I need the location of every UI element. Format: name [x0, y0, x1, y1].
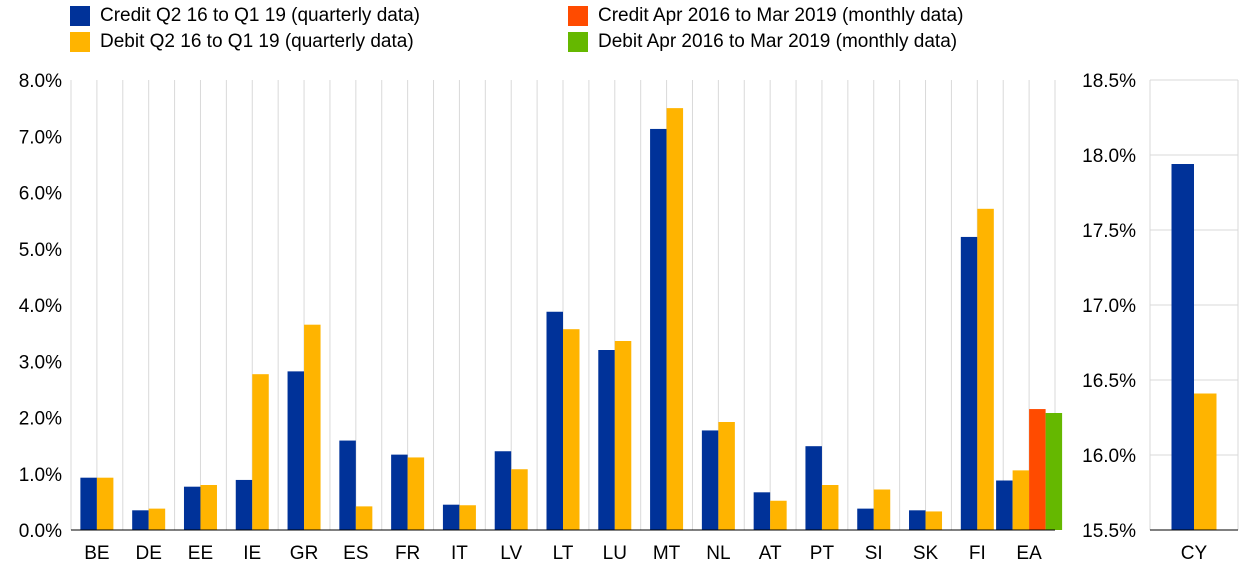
x-tick-label: EE	[188, 543, 213, 564]
legend-swatch	[70, 6, 90, 26]
bar-lv-series-1	[511, 469, 528, 530]
x-tick-label: IE	[243, 543, 261, 564]
legend-label: Credit Q2 16 to Q1 19 (quarterly data)	[100, 5, 420, 26]
x-tick-label: LV	[500, 543, 522, 564]
bar-lu-series-1	[614, 341, 632, 530]
bar-lt-series-0	[546, 311, 563, 530]
bar-gr-series-1	[304, 324, 321, 530]
y-tick-label: 1.0%	[19, 465, 62, 486]
y-tick-label: 4.0%	[19, 296, 62, 317]
bar-de-series-0	[132, 510, 149, 530]
bar-mt-series-0	[650, 128, 667, 530]
x-tick-label: BE	[84, 543, 109, 564]
bar-pt-series-0	[805, 446, 822, 530]
bar-cy-series-0	[1171, 164, 1194, 530]
y-tick-label: 2.0%	[19, 409, 62, 430]
bar-sk-series-0	[909, 510, 926, 530]
bar-fr-series-1	[407, 457, 425, 530]
bar-cy-series-1	[1194, 393, 1217, 530]
bar-si-series-1	[873, 489, 891, 530]
legend-label: Debit Q2 16 to Q1 19 (quarterly data)	[100, 31, 414, 52]
x-tick-label: GR	[290, 543, 319, 564]
legend-label: Debit Apr 2016 to Mar 2019 (monthly data…	[598, 31, 958, 52]
legend-swatch	[568, 32, 588, 52]
y-tick-label: 16.0%	[1082, 446, 1136, 467]
bar-at-series-0	[753, 492, 771, 530]
bar-be-series-1	[96, 477, 114, 530]
y-tick-label: 6.0%	[19, 184, 62, 205]
bar-sk-series-1	[925, 511, 943, 530]
y-tick-label: 15.5%	[1082, 521, 1136, 542]
y-tick-label: 8.0%	[19, 71, 62, 92]
y-tick-label: 17.5%	[1082, 221, 1136, 242]
bar-mt-series-1	[666, 108, 684, 530]
bar-ee-series-0	[183, 486, 201, 530]
x-tick-label: LT	[553, 543, 574, 564]
bar-be-series-0	[80, 477, 97, 530]
bar-pt-series-1	[821, 485, 839, 530]
bar-at-series-1	[770, 500, 787, 530]
bar-nl-series-0	[701, 430, 719, 530]
x-tick-label: ES	[343, 543, 368, 564]
x-tick-label: LU	[603, 543, 627, 564]
bar-fi-series-1	[977, 208, 994, 530]
bar-es-series-0	[339, 440, 356, 530]
x-tick-label: NL	[706, 543, 730, 564]
bar-it-series-1	[459, 505, 476, 530]
bar-lt-series-1	[563, 329, 580, 530]
y-tick-label: 18.0%	[1082, 146, 1136, 167]
legend-label: Credit Apr 2016 to Mar 2019 (monthly dat…	[598, 5, 964, 26]
y-tick-label: 16.5%	[1082, 371, 1136, 392]
bar-lv-series-0	[494, 451, 512, 530]
x-tick-label: IT	[451, 543, 468, 564]
x-tick-label: FR	[395, 543, 420, 564]
y-tick-label: 7.0%	[19, 127, 62, 148]
x-tick-label: CY	[1181, 543, 1208, 564]
bar-it-series-0	[442, 504, 460, 530]
legend-swatch	[568, 6, 588, 26]
bar-ea-series-2	[1029, 409, 1046, 530]
bar-ie-series-1	[252, 374, 269, 530]
y-tick-label: 0.0%	[19, 521, 62, 542]
bar-ea-series-3	[1045, 413, 1063, 530]
bar-si-series-0	[857, 508, 874, 530]
bar-ea-series-1	[1012, 470, 1030, 530]
y-tick-label: 3.0%	[19, 352, 62, 373]
bar-de-series-1	[148, 508, 166, 530]
x-tick-label: MT	[653, 543, 681, 564]
bar-lu-series-0	[598, 350, 615, 530]
y-tick-label: 5.0%	[19, 240, 62, 261]
x-tick-label: DE	[135, 543, 161, 564]
x-tick-label: FI	[969, 543, 986, 564]
x-tick-label: SI	[865, 543, 883, 564]
bar-fi-series-0	[960, 236, 978, 530]
bar-ie-series-0	[235, 479, 253, 530]
bar-ee-series-1	[200, 485, 217, 530]
x-tick-label: AT	[759, 543, 782, 564]
bar-gr-series-0	[287, 371, 305, 530]
x-tick-label: PT	[810, 543, 835, 564]
legend-swatch	[70, 32, 90, 52]
bar-fr-series-0	[391, 454, 408, 530]
x-tick-label: SK	[913, 543, 939, 564]
bar-ea-series-0	[996, 480, 1013, 530]
x-tick-label: EA	[1016, 543, 1042, 564]
y-tick-label: 17.0%	[1082, 296, 1136, 317]
bar-es-series-1	[355, 506, 373, 530]
bar-nl-series-1	[718, 422, 735, 530]
y-tick-label: 18.5%	[1082, 71, 1136, 92]
